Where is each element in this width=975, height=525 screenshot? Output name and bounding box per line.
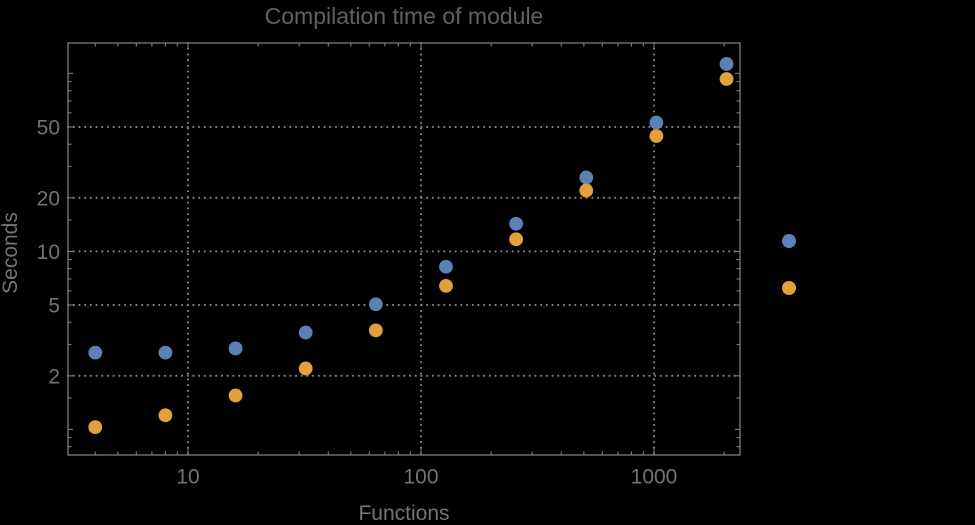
data-point-series-2-orange-x512 xyxy=(579,183,594,198)
plot-frame xyxy=(67,42,741,456)
x-tick-label-10: 10 xyxy=(176,466,199,489)
data-point-series-1-blue-x256 xyxy=(509,216,524,231)
y-tick-label-5: 5 xyxy=(48,294,60,317)
data-point-series-1-blue-x8 xyxy=(158,345,173,360)
data-point-series-1-blue-x4 xyxy=(88,345,103,360)
data-point-series-1-blue-x16 xyxy=(228,341,243,356)
data-point-series-2-orange-x2048 xyxy=(719,72,734,86)
x-axis-label: Functions xyxy=(358,502,450,525)
legend-marker-series-1-blue xyxy=(782,234,796,248)
data-point-series-2-orange-x16 xyxy=(228,388,243,403)
data-point-series-2-orange-x256 xyxy=(509,232,524,247)
legend-marker-series-2-orange xyxy=(782,281,796,295)
x-tick-label-1000: 1000 xyxy=(631,466,678,489)
data-point-series-1-blue-x512 xyxy=(579,170,594,185)
data-point-series-2-orange-x64 xyxy=(368,323,383,338)
y-tick-label-50: 50 xyxy=(37,116,60,139)
y-tick-label-10: 10 xyxy=(37,241,60,264)
y-tick-label-20: 20 xyxy=(37,187,60,210)
data-point-series-2-orange-x4 xyxy=(88,420,103,435)
chart-title: Compilation time of module xyxy=(264,3,544,29)
data-point-series-1-blue-x2048 xyxy=(719,57,734,71)
data-point-series-2-orange-x128 xyxy=(439,278,453,293)
data-point-series-1-blue-x32 xyxy=(298,325,313,340)
data-point-series-2-orange-x8 xyxy=(158,408,173,423)
x-tick-label-100: 100 xyxy=(403,466,438,489)
data-point-series-2-orange-x1024 xyxy=(649,129,664,143)
data-point-series-1-blue-x64 xyxy=(368,297,383,312)
y-tick-label-2: 2 xyxy=(48,365,60,388)
data-point-series-1-blue-x128 xyxy=(439,259,453,274)
data-point-series-1-blue-x1024 xyxy=(649,115,664,130)
data-point-series-2-orange-x32 xyxy=(298,361,313,376)
